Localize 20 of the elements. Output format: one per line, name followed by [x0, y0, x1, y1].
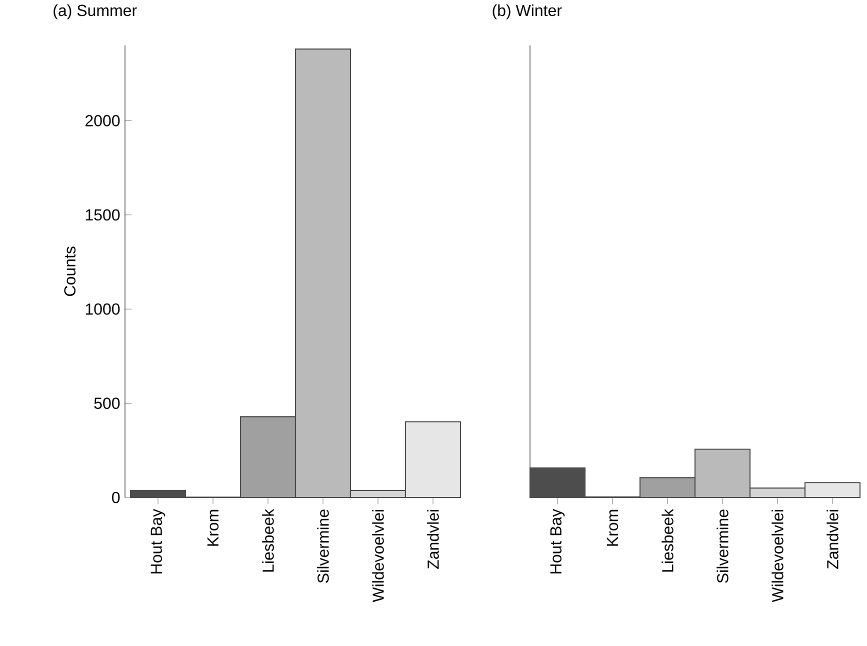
chart-title: (b) Winter	[492, 4, 562, 20]
x-tick-label: Silvermine	[716, 510, 728, 583]
y-tick-label: 500	[94, 398, 120, 409]
x-tick-label: Liesbeek	[662, 508, 674, 572]
x-tick-label: Wildevoelvlei	[372, 510, 384, 602]
x-tick-label: Zandvlei	[427, 510, 439, 569]
y-tick-label: 1000	[86, 303, 120, 315]
x-tick-label: Silvermine	[317, 510, 329, 583]
x-tick-label: Hout Bay	[150, 508, 166, 574]
chart-title: (a) Summer	[54, 4, 137, 20]
x-tick-label: Zandvlei	[826, 510, 838, 569]
y-axis-title: Counts	[64, 246, 76, 296]
x-tick-label: Liesbeek	[262, 508, 274, 572]
y-tick-label: 2000	[85, 115, 120, 126]
y-tick-label: 0	[112, 492, 120, 504]
y-tick-label: 1500	[86, 209, 120, 221]
x-tick-label: Krom	[606, 510, 618, 546]
x-tick-label: Wildevoelvlei	[772, 510, 784, 602]
x-tick-label: Krom	[207, 510, 219, 546]
x-tick-label: Hout Bay	[550, 508, 565, 574]
